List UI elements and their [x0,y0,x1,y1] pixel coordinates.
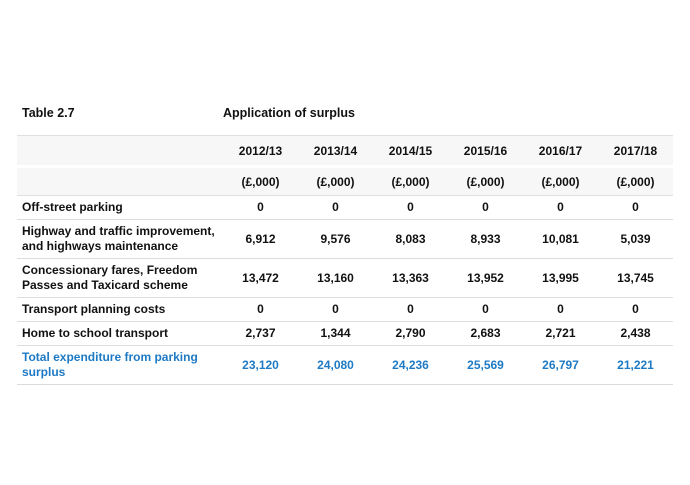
value-cell: 24,080 [298,345,373,385]
value-cell: 21,221 [598,345,673,385]
value-cell: 2,721 [523,321,598,346]
value-cell: 25,569 [448,345,523,385]
value-cell: 13,472 [223,258,298,298]
column-header-2016-17: 2016/17 [523,135,598,168]
value-cell: 2,737 [223,321,298,346]
unit-cell: (£,000) [298,166,373,196]
unit-cell: (£,000) [598,166,673,196]
table-row-total-expenditure: Total expenditure from parking surplus 2… [17,345,673,385]
value-cell: 2,438 [598,321,673,346]
column-header-2012-13: 2012/13 [223,135,298,168]
value-cell: 8,933 [448,219,523,259]
value-cell: 6,912 [223,219,298,259]
value-cell: 0 [373,297,448,322]
year-header-row: 2012/13 2013/14 2014/15 2015/16 2016/17 … [17,135,673,168]
value-cell: 13,995 [523,258,598,298]
table-section: Table 2.7 Application of surplus 2012/13… [17,106,673,385]
column-header-2013-14: 2013/14 [298,135,373,168]
value-cell: 10,081 [523,219,598,259]
unit-cell: (£,000) [373,166,448,196]
empty-header-cell [17,135,223,168]
unit-cell: (£,000) [448,166,523,196]
value-cell: 23,120 [223,345,298,385]
row-label: Home to school transport [17,321,223,346]
value-cell: 0 [298,297,373,322]
table-caption-row: Table 2.7 Application of surplus [17,106,673,120]
row-label: Concessionary fares, Freedom Passes and … [17,258,223,298]
table-row-highway-maintenance: Highway and traffic improvement, and hig… [17,219,673,259]
table-row-transport-planning: Transport planning costs 0 0 0 0 0 0 [17,297,673,322]
table-row-concessionary-fares: Concessionary fares, Freedom Passes and … [17,258,673,298]
table-number: Table 2.7 [22,106,75,120]
units-header-row: (£,000) (£,000) (£,000) (£,000) (£,000) … [17,166,673,196]
row-label: Total expenditure from parking surplus [17,345,223,385]
value-cell: 0 [448,297,523,322]
application-of-surplus-table: 2012/13 2013/14 2014/15 2015/16 2016/17 … [17,135,673,385]
row-label: Transport planning costs [17,297,223,322]
value-cell: 0 [223,297,298,322]
value-cell: 8,083 [373,219,448,259]
value-cell: 0 [523,297,598,322]
value-cell: 13,160 [298,258,373,298]
value-cell: 13,952 [448,258,523,298]
column-header-2017-18: 2017/18 [598,135,673,168]
row-label: Highway and traffic improvement, and hig… [17,219,223,259]
value-cell: 13,363 [373,258,448,298]
empty-units-cell [17,166,223,196]
value-cell: 26,797 [523,345,598,385]
row-label: Off-street parking [17,195,223,220]
value-cell: 0 [298,195,373,220]
unit-cell: (£,000) [223,166,298,196]
column-header-2014-15: 2014/15 [373,135,448,168]
value-cell: 0 [448,195,523,220]
value-cell: 5,039 [598,219,673,259]
value-cell: 24,236 [373,345,448,385]
unit-cell: (£,000) [523,166,598,196]
value-cell: 0 [223,195,298,220]
value-cell: 0 [598,195,673,220]
value-cell: 0 [598,297,673,322]
value-cell: 9,576 [298,219,373,259]
value-cell: 2,683 [448,321,523,346]
table-title: Application of surplus [223,106,355,120]
column-header-2015-16: 2015/16 [448,135,523,168]
value-cell: 0 [373,195,448,220]
table-row-home-to-school: Home to school transport 2,737 1,344 2,7… [17,321,673,346]
value-cell: 1,344 [298,321,373,346]
value-cell: 13,745 [598,258,673,298]
value-cell: 0 [523,195,598,220]
value-cell: 2,790 [373,321,448,346]
table-row-off-street-parking: Off-street parking 0 0 0 0 0 0 [17,195,673,220]
